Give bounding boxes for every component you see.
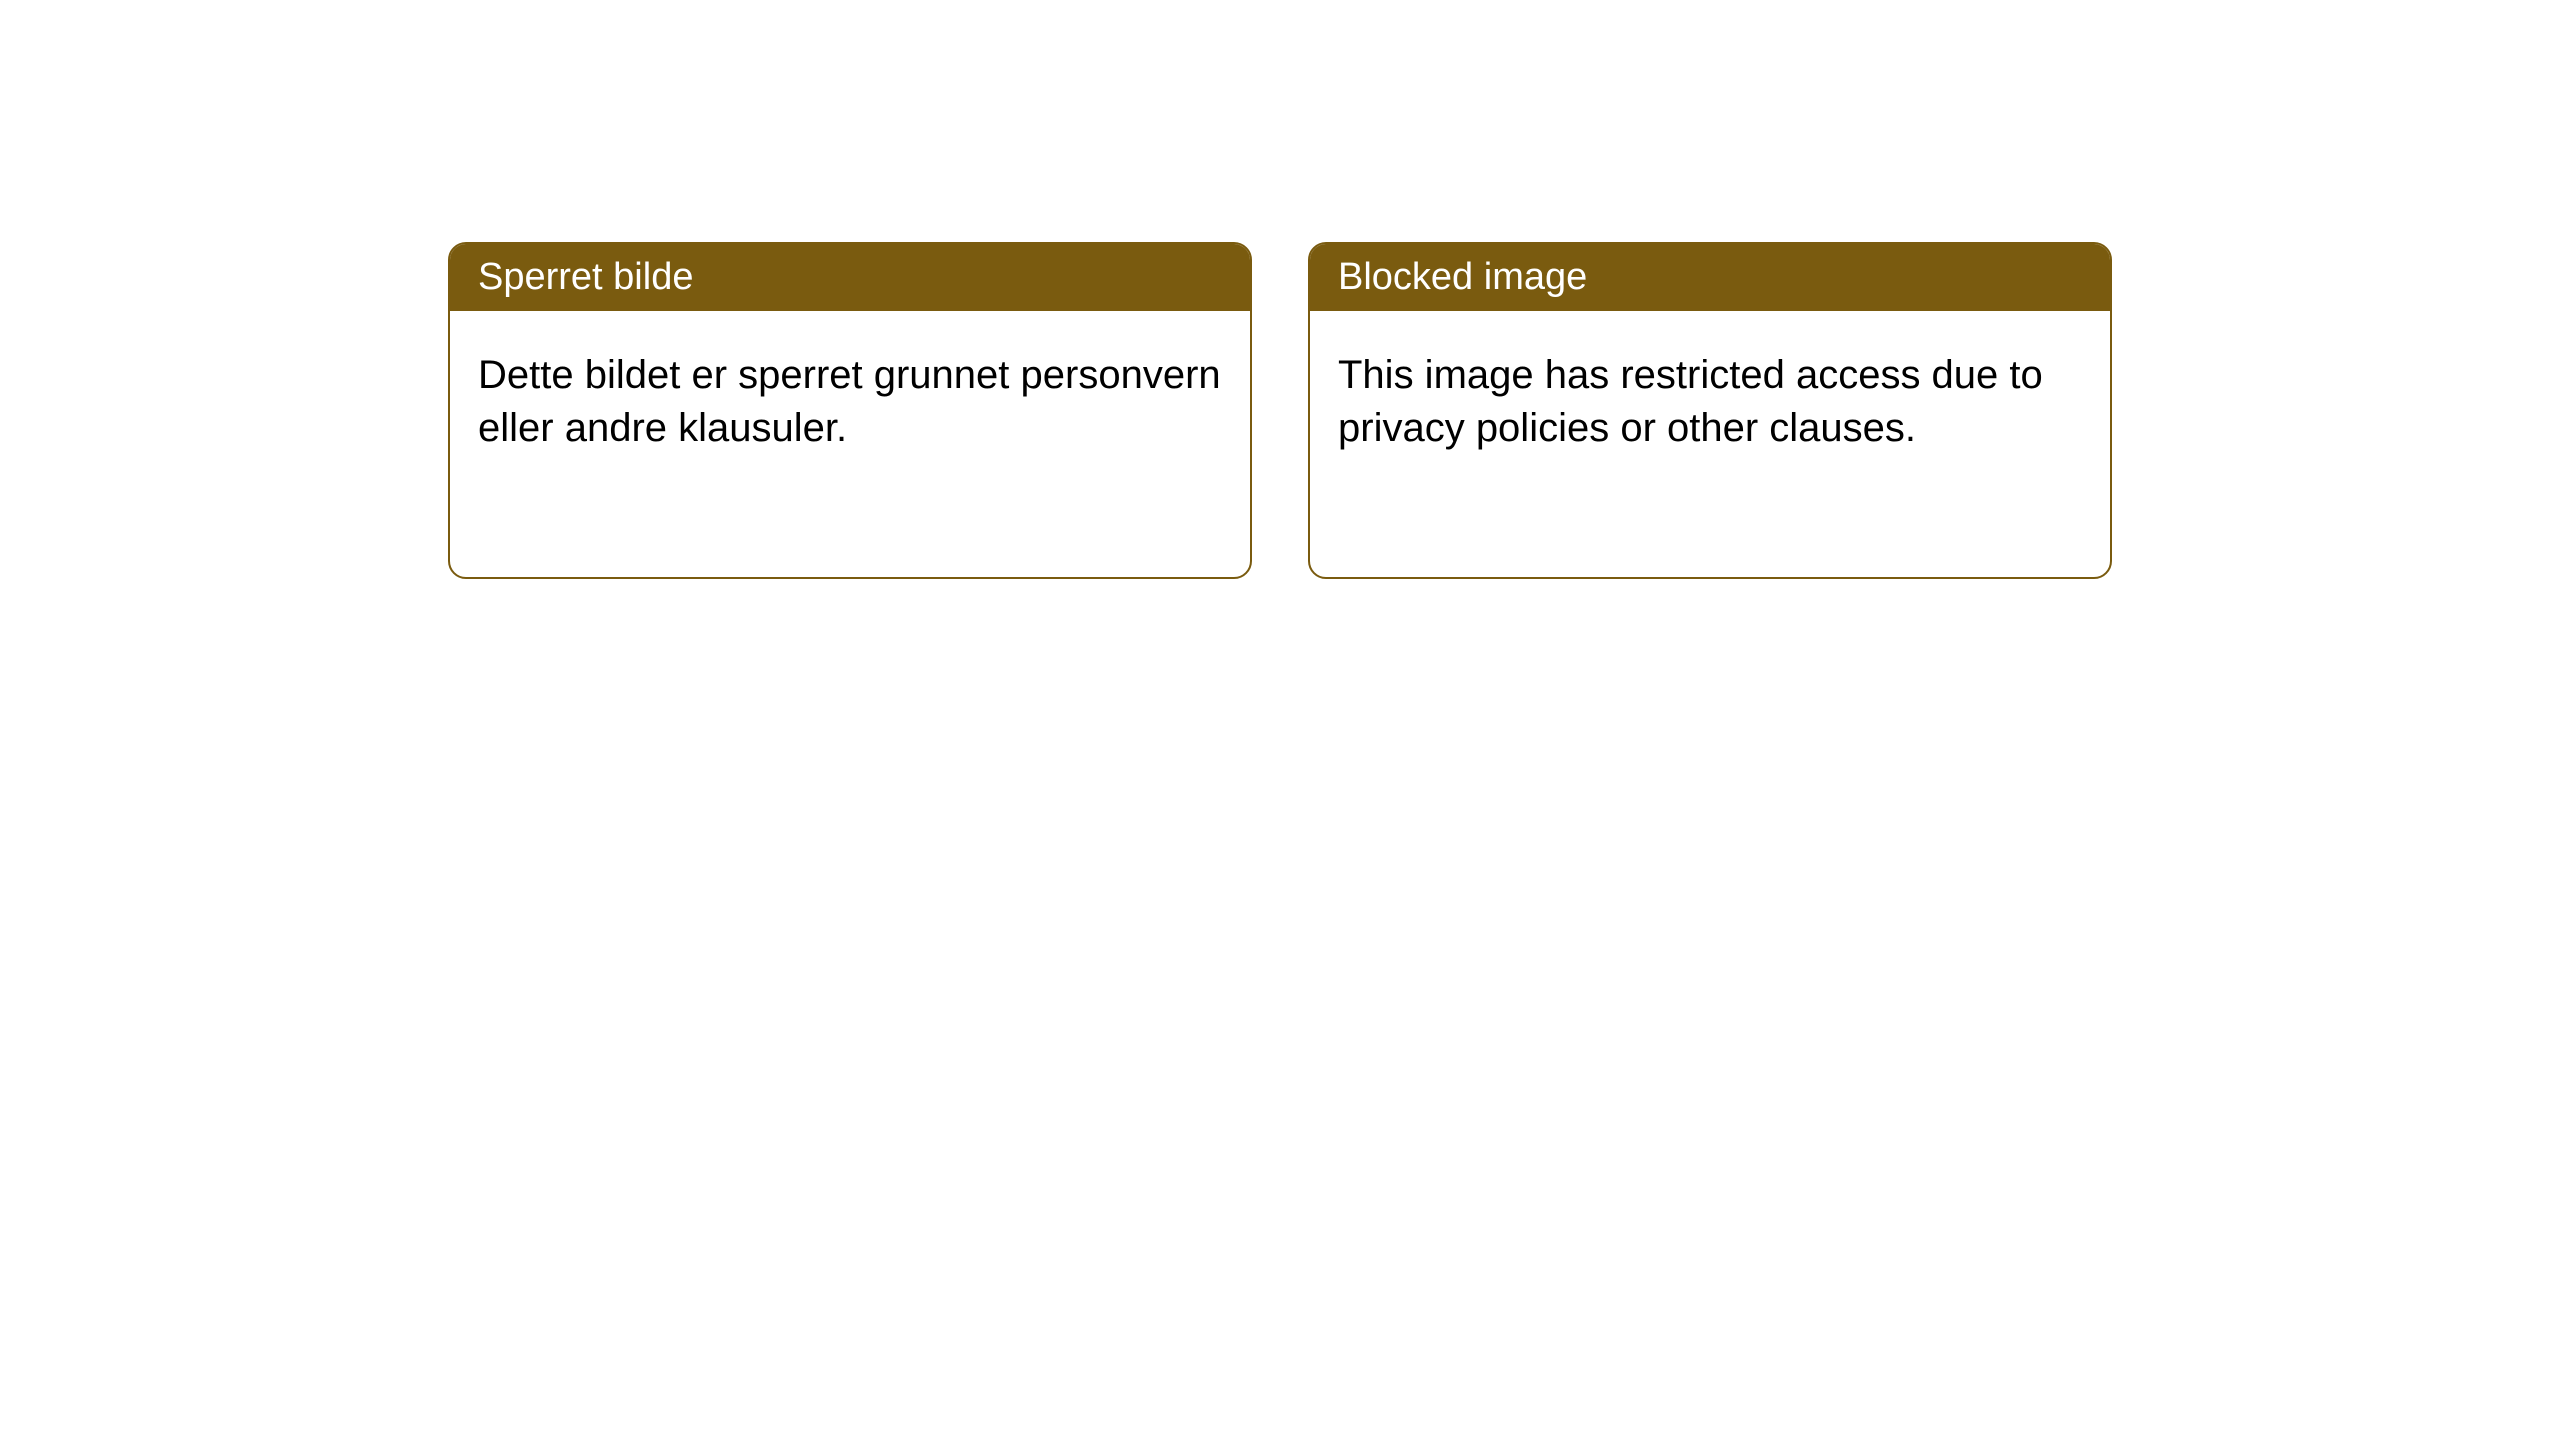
card-title: Sperret bilde [478, 256, 693, 298]
card-title: Blocked image [1338, 256, 1587, 298]
blocked-image-card-en: Blocked image This image has restricted … [1308, 242, 2112, 579]
card-body: This image has restricted access due to … [1310, 311, 2110, 493]
cards-container: Sperret bilde Dette bildet er sperret gr… [0, 0, 2560, 579]
card-body-text: Dette bildet er sperret grunnet personve… [478, 353, 1221, 450]
card-body-text: This image has restricted access due to … [1338, 353, 2043, 450]
blocked-image-card-no: Sperret bilde Dette bildet er sperret gr… [448, 242, 1252, 579]
card-header: Sperret bilde [450, 244, 1250, 311]
card-header: Blocked image [1310, 244, 2110, 311]
card-body: Dette bildet er sperret grunnet personve… [450, 311, 1250, 493]
